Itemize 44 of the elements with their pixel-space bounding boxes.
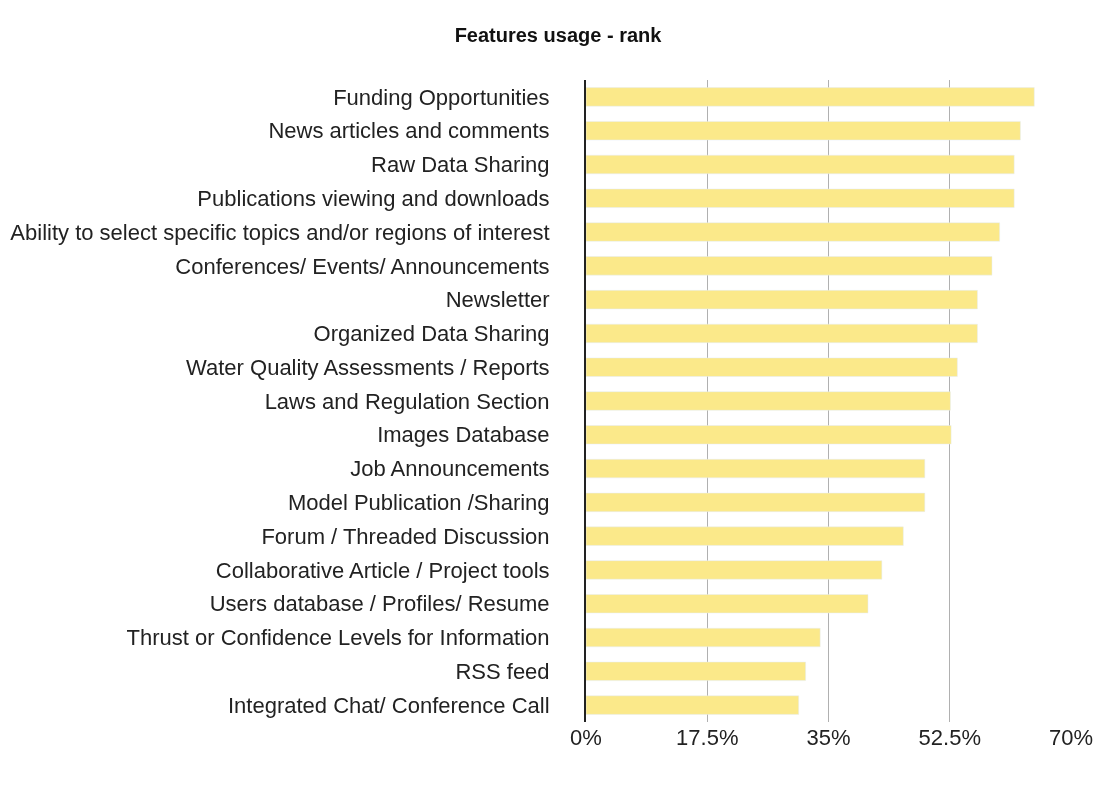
x-tick-label: 70% bbox=[1048, 725, 1094, 750]
y-tick-label: Collaborative Article / Project tools bbox=[215, 557, 550, 583]
y-tick-label: Ability to select specific topics and/or regions of interest bbox=[10, 219, 550, 245]
bar bbox=[586, 492, 926, 512]
y-tick-label: Job Announcements bbox=[350, 456, 550, 482]
bar bbox=[586, 627, 821, 648]
y-tick-label: Forum / Threaded Discussion bbox=[261, 523, 550, 549]
y-tick-label: Integrated Chat/ Conference Call bbox=[227, 692, 550, 718]
y-tick-label: Conferences/ Events/ Announcements bbox=[175, 253, 550, 279]
bar bbox=[586, 222, 1000, 242]
bar bbox=[586, 188, 1015, 208]
bar bbox=[586, 459, 926, 479]
y-tick-label: RSS feed bbox=[455, 659, 550, 685]
bar bbox=[586, 323, 978, 343]
y-tick-label: Images Database bbox=[377, 422, 550, 448]
y-tick-label: Newsletter bbox=[445, 287, 550, 313]
y-tick-label: Laws and Regulation Section bbox=[264, 388, 550, 414]
bar bbox=[586, 391, 951, 411]
bar bbox=[586, 594, 869, 614]
bar bbox=[586, 357, 958, 377]
bar bbox=[586, 290, 978, 310]
x-tick-label: 52.5% bbox=[918, 725, 981, 750]
bar bbox=[586, 87, 1035, 107]
y-tick-label: News articles and comments bbox=[268, 118, 550, 144]
bar bbox=[586, 121, 1021, 141]
x-tick-label: 35% bbox=[806, 725, 851, 750]
x-tick-label: 0% bbox=[570, 725, 602, 750]
y-tick-label: Model Publication /Sharing bbox=[287, 490, 550, 516]
chart-title: Features usage - rank bbox=[454, 23, 663, 46]
y-tick-label: Funding Opportunities bbox=[333, 84, 550, 110]
y-tick-label: Raw Data Sharing bbox=[371, 152, 550, 178]
x-tick-label: 17.5% bbox=[676, 725, 739, 750]
bar bbox=[586, 695, 799, 715]
bar bbox=[586, 256, 993, 276]
y-tick-label: Water Quality Assessments / Reports bbox=[186, 354, 550, 380]
bar bbox=[586, 526, 904, 546]
bar bbox=[586, 154, 1015, 175]
bar bbox=[586, 425, 952, 445]
y-tick-label: Organized Data Sharing bbox=[313, 321, 550, 347]
bar bbox=[586, 560, 883, 580]
y-tick-label: Thrust or Confidence Levels for Information bbox=[126, 625, 550, 651]
bar bbox=[586, 661, 806, 681]
y-tick-label: Users database / Profiles/ Resume bbox=[209, 591, 550, 617]
y-tick-label: Publications viewing and downloads bbox=[197, 185, 550, 211]
